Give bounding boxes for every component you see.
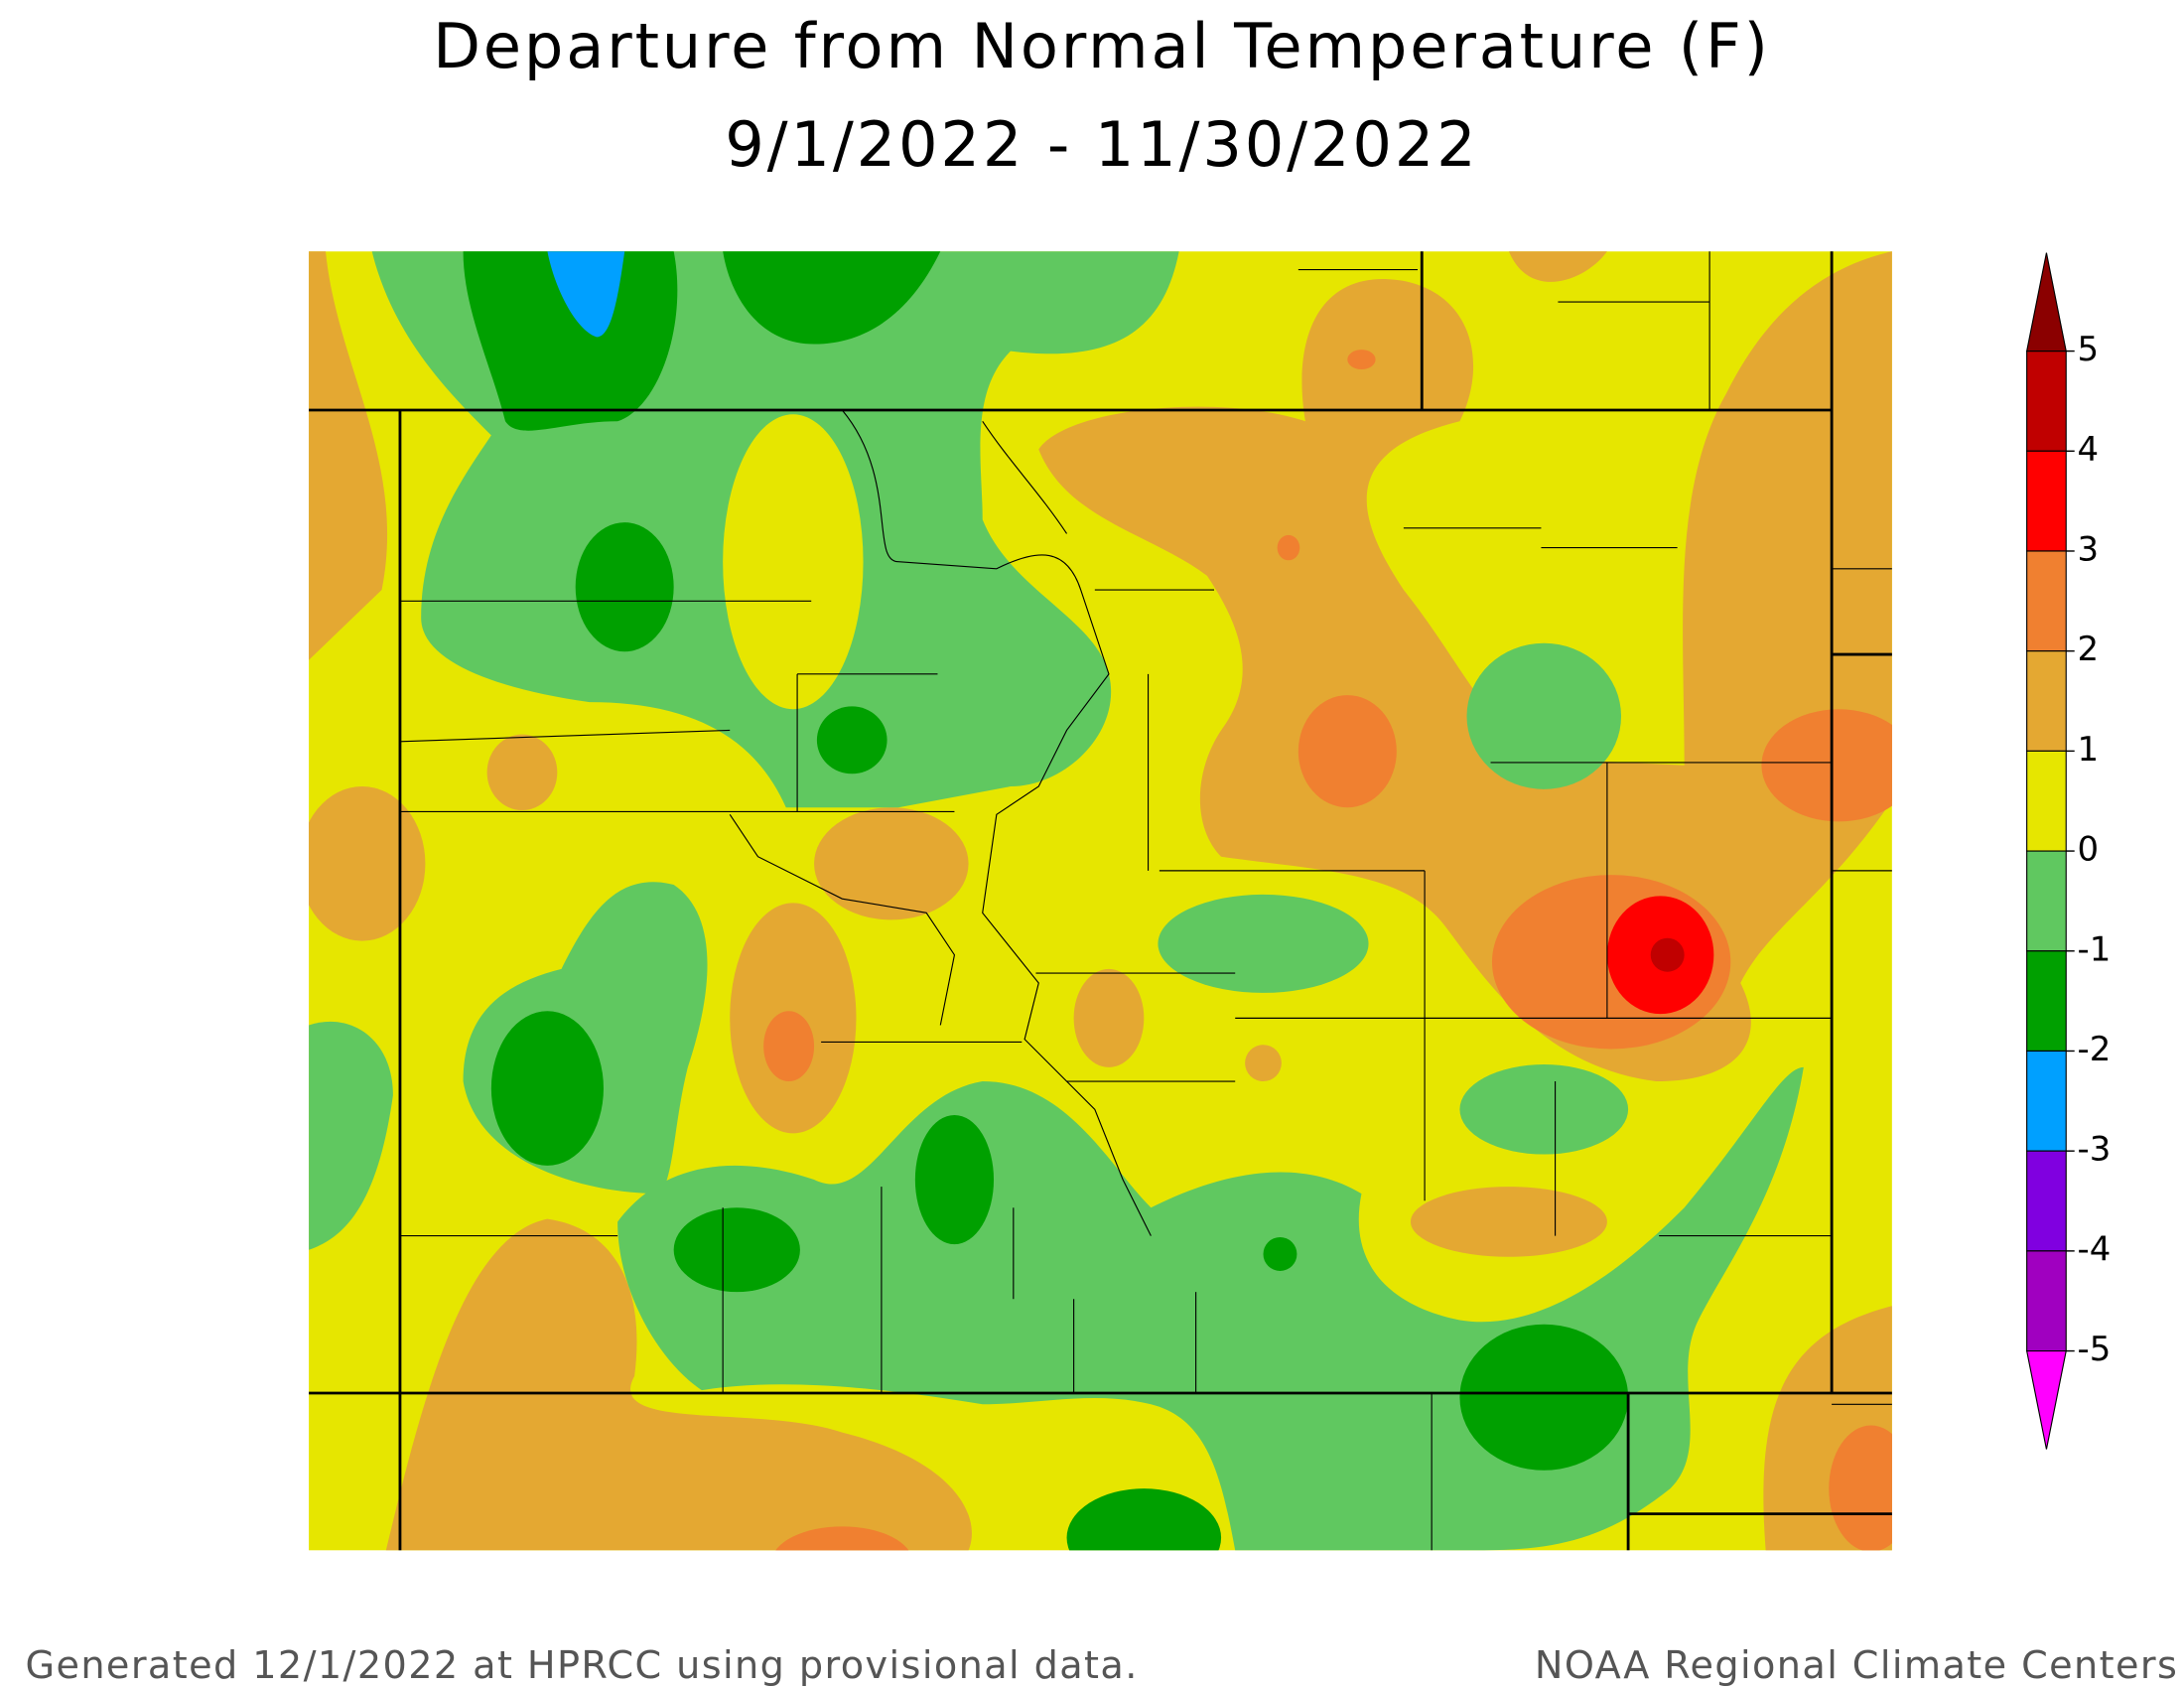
anomaly-area bbox=[309, 1021, 393, 1250]
legend-tick-label: 4 bbox=[2078, 431, 2100, 470]
legend-bin bbox=[2026, 1250, 2067, 1352]
anomaly-area bbox=[575, 522, 674, 652]
anomaly-area bbox=[1073, 968, 1145, 1067]
anomaly-area bbox=[1410, 1187, 1607, 1257]
footer-credit: NOAA Regional Climate Centers bbox=[1535, 1644, 2178, 1688]
legend-tick-label: -4 bbox=[2078, 1230, 2112, 1269]
anomaly-area bbox=[1459, 1064, 1629, 1155]
legend-bin bbox=[2026, 650, 2067, 752]
legend-tick-label: -2 bbox=[2078, 1031, 2112, 1069]
anomaly-area bbox=[1066, 1488, 1222, 1551]
legend-tick-label: 5 bbox=[2078, 331, 2100, 369]
county-line bbox=[399, 251, 1892, 1551]
legend-max-arrow bbox=[2025, 252, 2067, 352]
anomaly-area bbox=[309, 251, 1892, 1551]
anomaly-area bbox=[1263, 1237, 1297, 1271]
anomaly-area bbox=[490, 1011, 604, 1166]
legend-tick-label: -3 bbox=[2078, 1131, 2112, 1170]
anomaly-area bbox=[1297, 695, 1397, 808]
anomaly-area bbox=[816, 706, 887, 774]
anomaly-area bbox=[723, 414, 864, 710]
anomaly-area bbox=[463, 251, 678, 431]
legend-min-arrow bbox=[2025, 1350, 2067, 1450]
anomaly-area bbox=[1038, 251, 1892, 1082]
state-border bbox=[309, 251, 1892, 1551]
legend-tick-label: 0 bbox=[2078, 831, 2100, 870]
color-legend: 5 4 3 2 1 0 -1 -2 -3 -4 -5 bbox=[2025, 252, 2112, 1450]
anomaly-area bbox=[814, 807, 969, 920]
legend-bin bbox=[2026, 750, 2067, 852]
anomaly-map bbox=[309, 251, 1892, 1551]
title: Departure from Normal Temperature (F) bbox=[433, 10, 1771, 82]
anomaly-area bbox=[1466, 642, 1622, 789]
anomaly-area bbox=[309, 786, 426, 941]
county-line bbox=[841, 409, 1152, 1236]
subtitle: 9/1/2022 - 11/30/2022 bbox=[725, 108, 1478, 181]
anomaly-area bbox=[775, 1526, 909, 1551]
county-line bbox=[729, 813, 956, 1026]
county-line bbox=[399, 729, 731, 743]
legend-bin bbox=[2026, 351, 2067, 452]
anomaly-area bbox=[486, 734, 558, 811]
legend-tick-label: -5 bbox=[2078, 1331, 2112, 1369]
legend-tick-label: -1 bbox=[2078, 930, 2112, 969]
legend-tick-label: 1 bbox=[2078, 731, 2100, 770]
legend-tick-label: 3 bbox=[2078, 530, 2100, 569]
anomaly-area bbox=[1245, 1045, 1282, 1082]
legend-bin bbox=[2026, 950, 2067, 1053]
anomaly-area bbox=[1459, 1324, 1629, 1471]
legend-bin bbox=[2026, 850, 2067, 952]
anomaly-area bbox=[673, 1207, 800, 1293]
anomaly-area bbox=[1829, 1425, 1892, 1551]
anomaly-area bbox=[723, 251, 941, 345]
anomaly-area bbox=[1347, 350, 1376, 369]
legend-bin bbox=[2026, 550, 2067, 652]
anomaly-area bbox=[1508, 251, 1607, 282]
anomaly-area bbox=[1761, 709, 1892, 822]
legend-bin bbox=[2026, 450, 2067, 552]
anomaly-area bbox=[309, 251, 388, 660]
anomaly-area bbox=[914, 1114, 995, 1245]
legend-bin bbox=[2026, 1150, 2067, 1252]
legend-tick-label: 2 bbox=[2078, 631, 2100, 669]
anomaly-area bbox=[1158, 894, 1369, 993]
anomaly-area bbox=[547, 251, 625, 338]
anomaly-area bbox=[385, 1218, 972, 1551]
anomaly-area bbox=[1650, 937, 1685, 972]
anomaly-area bbox=[763, 1011, 815, 1082]
anomaly-area bbox=[1277, 534, 1300, 561]
footer-note: Generated 12/1/2022 at HPRCC using provi… bbox=[25, 1644, 1138, 1688]
legend-bin bbox=[2026, 1050, 2067, 1152]
county-line bbox=[982, 420, 1068, 534]
